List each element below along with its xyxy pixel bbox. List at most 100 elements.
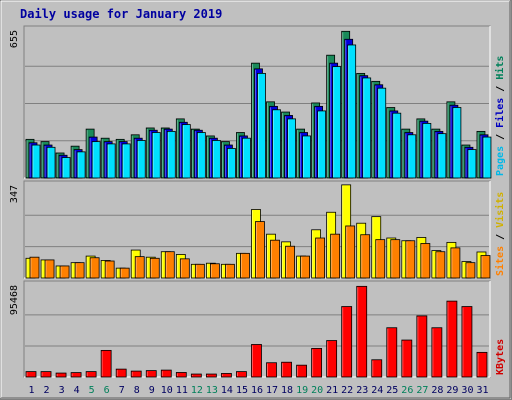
bar-pages-day-18 bbox=[287, 118, 296, 179]
series-label-pages: Pages bbox=[495, 146, 506, 176]
bar-kbytes-day-5 bbox=[85, 371, 97, 378]
x-tick-label-13: 13 bbox=[206, 385, 218, 396]
bar-pages-day-13 bbox=[211, 140, 221, 179]
series-label-separator: / bbox=[495, 128, 506, 146]
bar-pages-day-31 bbox=[482, 136, 492, 179]
y-max-label: 655 bbox=[9, 30, 20, 48]
x-tick-label-4: 4 bbox=[74, 385, 80, 396]
bar-sites-day-3 bbox=[59, 265, 70, 279]
bar-pages-day-25 bbox=[392, 112, 402, 179]
x-tick-label-7: 7 bbox=[119, 385, 125, 396]
bar-sites-day-9 bbox=[149, 257, 160, 279]
x-tick-label-3: 3 bbox=[59, 385, 65, 396]
bar-sites-day-17 bbox=[270, 239, 280, 279]
bar-pages-day-24 bbox=[377, 87, 387, 179]
bar-sites-day-1 bbox=[29, 256, 40, 279]
bar-sites-day-24 bbox=[375, 239, 386, 279]
bar-kbytes-day-16 bbox=[251, 344, 262, 378]
bar-pages-day-27 bbox=[422, 123, 432, 179]
bar-kbytes-day-22 bbox=[341, 306, 353, 378]
series-label: Pages / Files / Hits bbox=[494, 56, 506, 176]
x-tick-label-5: 5 bbox=[89, 385, 95, 396]
x-tick-label-8: 8 bbox=[134, 385, 140, 396]
x-tick-label-10: 10 bbox=[161, 385, 173, 396]
bar-sites-day-14 bbox=[225, 263, 235, 279]
series-label-separator: / bbox=[495, 80, 506, 98]
bar-sites-day-21 bbox=[330, 233, 341, 279]
series-label-separator: / bbox=[495, 228, 506, 246]
x-tick-label-29: 29 bbox=[446, 385, 458, 396]
bar-kbytes-day-6 bbox=[100, 349, 112, 378]
bar-pages-day-11 bbox=[181, 124, 191, 179]
bar-kbytes-day-19 bbox=[296, 364, 307, 378]
bar-pages-day-19 bbox=[302, 135, 311, 179]
bar-sites-day-27 bbox=[420, 243, 431, 279]
bar-pages-day-26 bbox=[407, 134, 417, 179]
x-tick-label-16: 16 bbox=[251, 385, 263, 396]
bar-kbytes-day-17 bbox=[266, 362, 277, 378]
x-tick-label-24: 24 bbox=[371, 385, 383, 396]
bar-kbytes-day-14 bbox=[221, 373, 232, 378]
series-label-visits: Visits bbox=[494, 192, 506, 228]
series-label: KBytes bbox=[495, 339, 506, 375]
bar-kbytes-day-25 bbox=[386, 327, 398, 378]
bar-sites-day-6 bbox=[104, 260, 115, 279]
bar-pages-day-30 bbox=[467, 149, 477, 179]
x-tick-label-31: 31 bbox=[476, 385, 488, 396]
bar-pages-day-4 bbox=[76, 151, 86, 179]
panel-visits_sites: 347 Sites / Visits bbox=[9, 180, 506, 279]
bar-pages-day-9 bbox=[151, 132, 161, 179]
bar-sites-day-12 bbox=[194, 263, 205, 279]
x-tick-label-18: 18 bbox=[281, 385, 293, 396]
panel-hits_files_pages: 655 Pages / Files / Hits bbox=[9, 25, 506, 179]
bar-sites-day-13 bbox=[209, 263, 220, 279]
bar-sites-day-25 bbox=[390, 239, 401, 279]
bar-sites-day-23 bbox=[360, 234, 371, 279]
x-tick-label-9: 9 bbox=[149, 385, 155, 396]
bar-pages-day-8 bbox=[136, 140, 146, 179]
x-tick-label-27: 27 bbox=[416, 385, 428, 396]
bar-sites-day-18 bbox=[285, 245, 295, 279]
x-tick-label-25: 25 bbox=[386, 385, 398, 396]
x-tick-label-22: 22 bbox=[341, 385, 353, 396]
bar-pages-day-14 bbox=[227, 148, 236, 179]
x-tick-label-1: 1 bbox=[29, 385, 35, 396]
bar-kbytes-day-30 bbox=[461, 306, 473, 378]
bar-kbytes-day-24 bbox=[371, 359, 383, 378]
x-tick-label-20: 20 bbox=[311, 385, 323, 396]
chart-title: Daily usage for January 2019 bbox=[20, 7, 222, 21]
bar-kbytes-day-12 bbox=[190, 373, 202, 378]
bar-sites-day-26 bbox=[405, 240, 416, 279]
bar-pages-day-28 bbox=[437, 133, 447, 179]
x-tick-label-2: 2 bbox=[44, 385, 50, 396]
bar-sites-day-31 bbox=[480, 255, 491, 279]
bar-sites-day-28 bbox=[435, 251, 446, 279]
bar-kbytes-day-28 bbox=[431, 327, 443, 378]
panel-kbytes: 95468 KBytes bbox=[9, 280, 506, 378]
bar-pages-day-17 bbox=[272, 109, 281, 179]
x-tick-label-19: 19 bbox=[296, 385, 308, 396]
bar-sites-day-20 bbox=[315, 237, 326, 279]
bar-kbytes-day-9 bbox=[145, 370, 157, 378]
bar-sites-day-10 bbox=[164, 251, 175, 279]
x-tick-label-11: 11 bbox=[176, 385, 188, 396]
bar-pages-day-23 bbox=[362, 77, 372, 179]
bar-kbytes-day-4 bbox=[70, 372, 82, 378]
bar-kbytes-day-2 bbox=[40, 371, 52, 378]
bar-kbytes-day-26 bbox=[401, 339, 413, 378]
bar-kbytes-day-10 bbox=[160, 369, 172, 378]
bar-sites-day-19 bbox=[300, 255, 310, 279]
x-tick-label-21: 21 bbox=[326, 385, 338, 396]
bar-pages-day-3 bbox=[61, 157, 71, 179]
bar-pages-day-15 bbox=[242, 137, 251, 179]
bar-kbytes-day-21 bbox=[326, 340, 338, 378]
bar-pages-day-16 bbox=[257, 72, 266, 179]
bar-sites-day-29 bbox=[450, 247, 461, 279]
bar-kbytes-day-15 bbox=[236, 371, 247, 378]
bar-pages-day-20 bbox=[317, 110, 327, 179]
x-tick-label-28: 28 bbox=[431, 385, 443, 396]
bar-kbytes-day-11 bbox=[175, 372, 187, 378]
bar-sites-day-15 bbox=[240, 252, 250, 279]
bar-pages-day-12 bbox=[196, 132, 206, 179]
